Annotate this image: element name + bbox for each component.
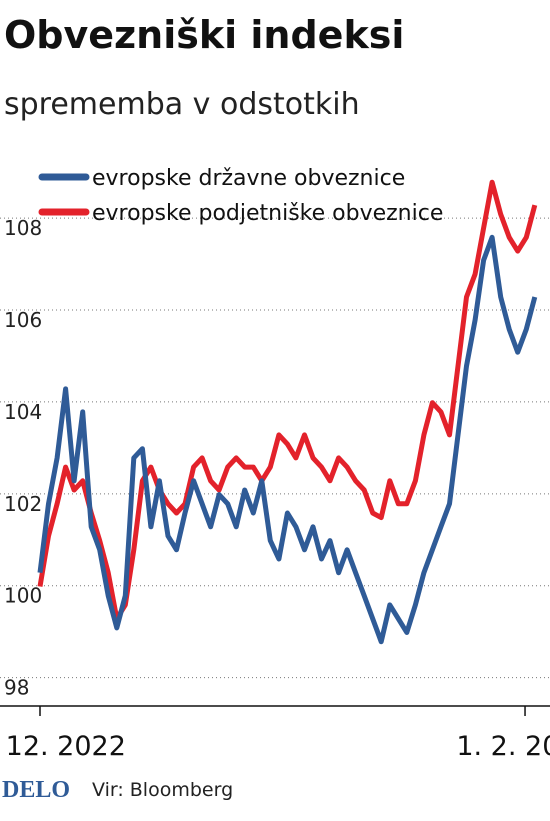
y-tick-label: 104 bbox=[4, 400, 42, 424]
legend-label: evropske državne obveznice bbox=[92, 166, 405, 191]
y-tick-label: 98 bbox=[4, 676, 29, 700]
x-tick-label: 30. 12. 2022 bbox=[0, 731, 126, 762]
x-tick-label: 1. 2. 2024 bbox=[456, 731, 550, 762]
series-line bbox=[37, 234, 538, 645]
chart-subtitle: sprememba v odstotkih bbox=[4, 87, 360, 122]
source: Vir: Bloomberg bbox=[92, 779, 233, 801]
y-tick-label: 108 bbox=[4, 216, 42, 240]
y-tick-label: 106 bbox=[4, 308, 42, 332]
legend-label: evropske podjetniške obveznice bbox=[92, 201, 443, 226]
logo: DELO bbox=[2, 777, 70, 803]
chart-title: Obvezniški indeksi bbox=[4, 13, 404, 57]
y-tick-label: 100 bbox=[4, 584, 42, 608]
y-tick-label: 102 bbox=[4, 492, 42, 516]
